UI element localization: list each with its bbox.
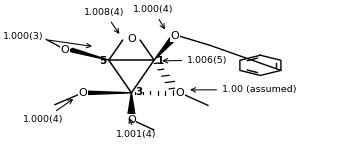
- Polygon shape: [128, 93, 135, 117]
- Text: 1: 1: [157, 56, 164, 66]
- Polygon shape: [154, 36, 178, 60]
- Polygon shape: [68, 48, 109, 60]
- Text: 1.001(4): 1.001(4): [116, 119, 156, 139]
- Text: O: O: [127, 34, 136, 44]
- Text: 1.000(4): 1.000(4): [133, 5, 174, 28]
- Text: O: O: [78, 88, 87, 98]
- Text: 3: 3: [135, 87, 142, 97]
- Text: 1.006(5): 1.006(5): [163, 56, 228, 65]
- Text: 1.00 (assumed): 1.00 (assumed): [191, 85, 296, 94]
- Text: 1.008(4): 1.008(4): [84, 8, 125, 33]
- Text: 1.000(4): 1.000(4): [23, 100, 72, 124]
- Text: O: O: [176, 88, 184, 98]
- Text: O: O: [61, 45, 70, 55]
- Text: 5: 5: [99, 56, 106, 66]
- Polygon shape: [88, 91, 131, 94]
- Text: 1.000(3): 1.000(3): [2, 32, 91, 48]
- Text: O: O: [171, 31, 179, 41]
- Text: O: O: [127, 115, 136, 125]
